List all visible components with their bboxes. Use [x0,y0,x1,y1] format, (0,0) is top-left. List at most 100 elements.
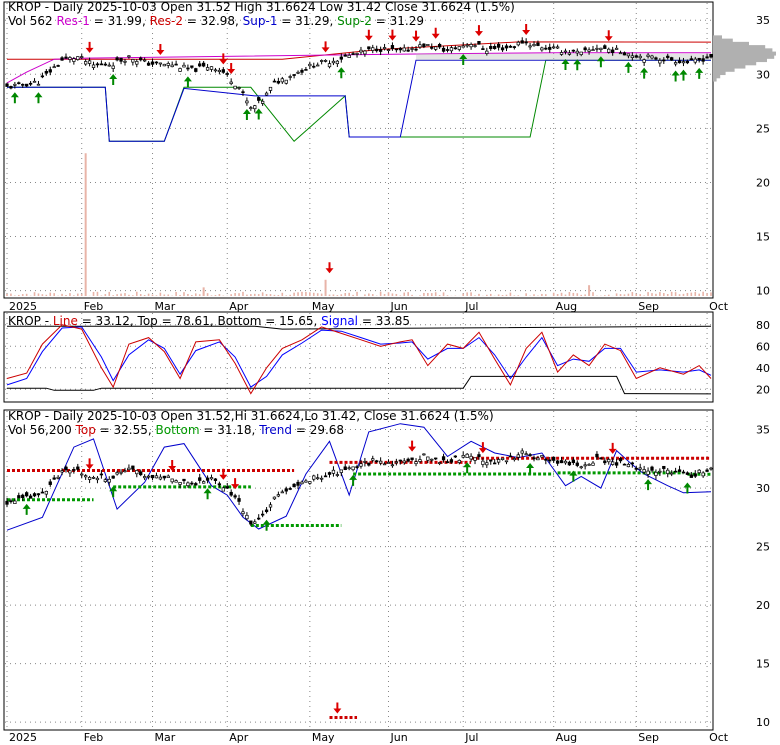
candle-body [579,51,583,55]
candle-body [40,491,45,494]
volume-bar [509,292,512,296]
candle-body [213,478,218,481]
volume-profile-bar [713,64,746,69]
candle-body [186,67,190,70]
candle-body [135,470,139,475]
buy-arrow [644,479,653,491]
candle-body [343,54,347,57]
candle-body [673,470,678,473]
candle-body [563,50,568,53]
volume-bar [198,294,201,296]
legend-part: = 33.85 [358,314,410,328]
candle-body [670,57,674,61]
candle-body [414,461,418,465]
candle-body [150,474,155,479]
volume-bar [92,291,95,296]
candle-body [382,463,387,466]
candle-body [174,63,178,66]
x-tick-label: Aug [556,300,577,313]
volume-bar [69,293,71,296]
candle-body [351,53,355,55]
candle-body [264,509,269,513]
y-tick-label: 40 [756,362,770,375]
candle-body [257,517,261,520]
candle-body [630,462,634,465]
volume-bar [112,295,114,296]
candle-body [17,495,21,499]
volume-bar [438,295,441,296]
candle-body [402,47,406,52]
volume-bar [96,291,99,296]
candle-body [76,466,80,470]
candle-body [599,47,603,51]
candle-body [410,457,414,460]
y-tick-label: 30 [756,482,770,495]
candle-body [13,83,17,86]
candle-body [410,48,414,50]
candle-body [143,476,147,479]
candle-body [119,471,123,474]
candle-body [441,456,446,461]
volume-bar [340,294,343,296]
sell-arrow [219,53,228,65]
buy-arrow [242,108,251,120]
candle-body [705,56,709,59]
x-tick-label: Oct [709,300,729,313]
candle-body [48,69,52,73]
buy-arrow [671,70,680,82]
volume-bar [505,294,508,296]
volume-bar [682,293,685,296]
volume-bar [466,292,468,296]
candle-body [170,478,174,483]
candle-body [60,57,64,61]
volume-bar [541,293,543,296]
candle-body [36,493,41,496]
candle-body [209,66,214,70]
volume-spike [324,279,327,296]
volume-bar [631,292,634,296]
volume-bar [257,294,260,296]
candle-body [544,47,548,50]
volume-bar [423,292,425,296]
candle-body [709,467,713,470]
candle-body [485,462,489,466]
candle-body [99,63,104,66]
legend-part: Line [53,314,78,328]
candle-body [288,76,292,78]
volume-bar [552,292,555,296]
candle-body [689,58,693,61]
volume-bar [234,293,236,296]
sell-arrow [156,43,165,55]
candle-body [583,47,587,51]
volume-bar [533,294,535,296]
volume-bar [246,294,248,296]
volume-bar [320,293,323,296]
volume-bar [6,293,8,296]
volume-bar [678,294,681,296]
candle-body [249,107,253,109]
candle-body [241,91,245,94]
volume-bar [124,293,126,296]
volume-bar [108,291,111,296]
candle-body [115,57,119,61]
candle-body [622,463,627,466]
volume-bar [407,292,409,296]
candle-body [485,50,489,54]
volume-bar [674,292,677,296]
volume-bar [560,292,563,296]
candle-body [80,56,84,58]
legend-part: KROP - Daily 2025-10-03 Open 31.52,Hi 31… [8,409,494,423]
candle-body [107,478,111,483]
volume-bar [395,293,398,296]
candle-body [245,100,249,104]
candle-body [426,456,430,461]
candle-body [666,55,670,58]
buy-arrow [183,76,192,88]
candle-body [241,511,245,515]
macd-top-level [7,325,712,330]
candle-body [36,83,41,86]
volume-bar [564,294,567,296]
sr-band [416,53,711,61]
candle-body [367,462,371,466]
candle-body [493,45,497,50]
